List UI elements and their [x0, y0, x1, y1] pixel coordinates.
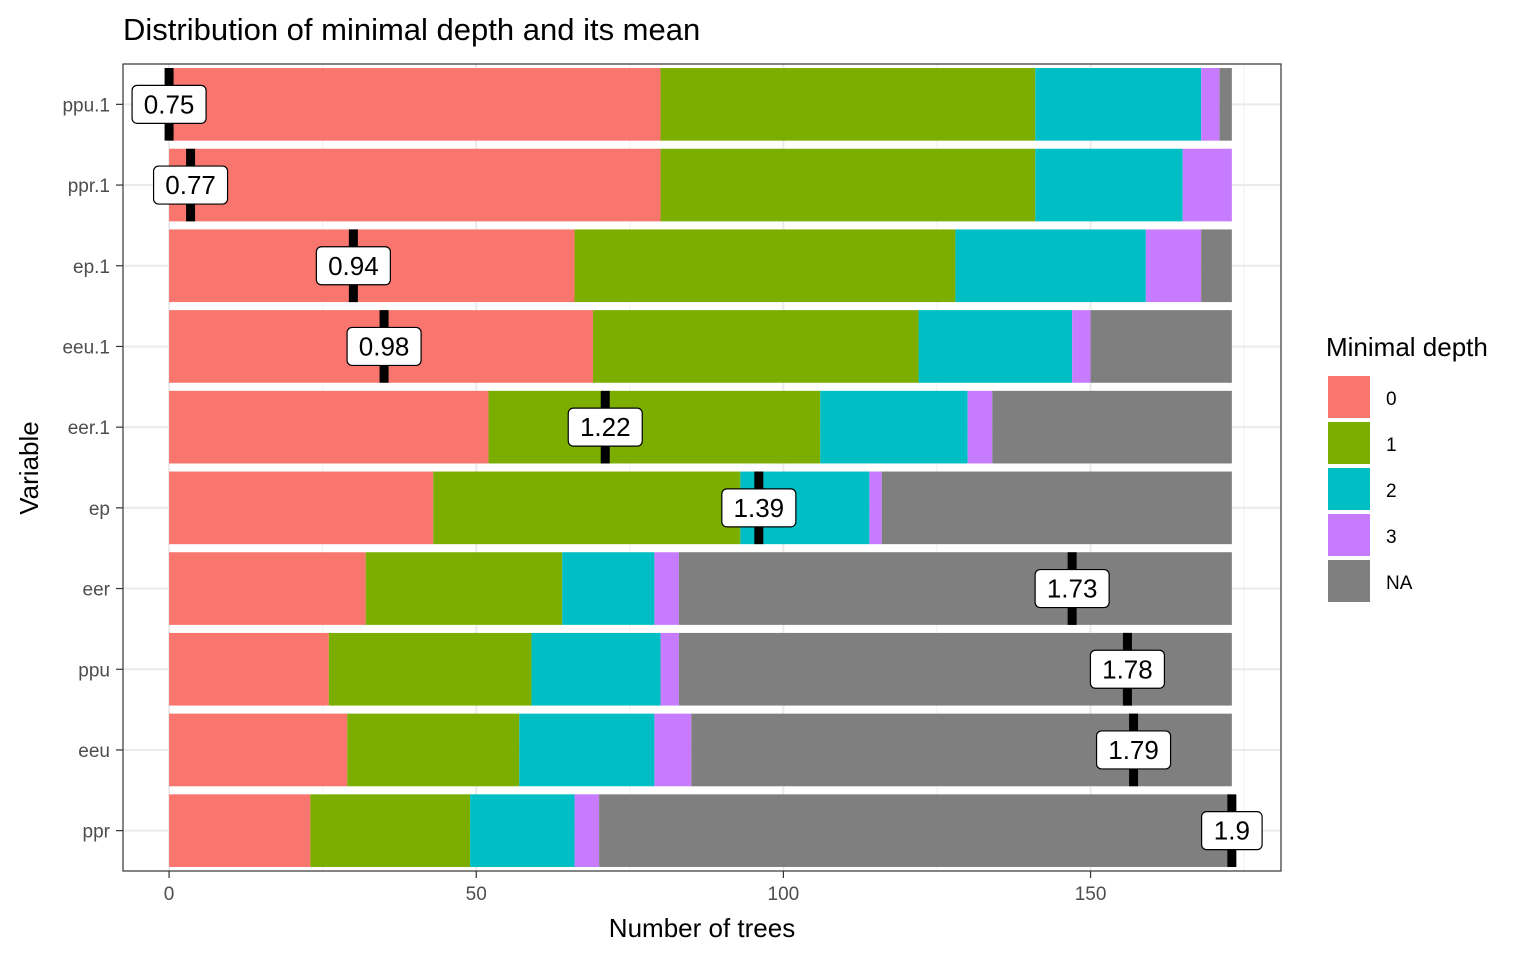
bar-segment-eer-1-depth-2 [820, 390, 968, 464]
mean-label-box [721, 488, 797, 528]
mean-label-box [346, 326, 422, 367]
bar-segment-ep-depth-1 [433, 471, 741, 545]
bar-segment-ep-depth-na [881, 471, 1232, 545]
bar-segment-eer-depth-1 [365, 552, 563, 625]
legend-key [1328, 560, 1370, 602]
bars-layer [169, 68, 1232, 867]
legend-title: Minimal depth [1326, 332, 1488, 362]
bar-segment-eeu-depth-3 [654, 713, 692, 787]
legend-key [1328, 468, 1370, 510]
legend-label: 1 [1386, 435, 1397, 456]
bar-segment-ep-1-depth-2 [955, 229, 1146, 303]
bar-segment-eer-1-depth-0 [169, 390, 489, 464]
legend: Minimal depth 0 1 2 3 NA [1326, 332, 1488, 602]
bar-segment-eeu-1-depth-2 [918, 310, 1073, 383]
bar-segment-ppr-1-depth-3 [1182, 148, 1232, 222]
panel-border [122, 63, 1282, 872]
y-tick-label: eeu [78, 741, 110, 762]
y-tick-label: ppr [83, 822, 111, 843]
mean-label: 1.9 [1214, 816, 1250, 846]
legend-label: 0 [1386, 389, 1397, 410]
mean-label: 1.79 [1108, 735, 1159, 765]
bar-segment-eer-1-depth-1 [488, 390, 821, 464]
legend-label: 2 [1386, 481, 1397, 502]
bar-segment-eeu-1-depth-3 [1072, 310, 1091, 383]
x-tick-label: 50 [466, 884, 487, 905]
mean-label: 1.22 [580, 412, 631, 442]
legend-key [1328, 514, 1370, 556]
legend-key [1328, 376, 1370, 418]
mean-label: 0.77 [165, 170, 216, 200]
legend-label: NA [1386, 573, 1413, 594]
bar-segment-eer-depth-2 [562, 552, 655, 625]
bar-segment-eeu-depth-1 [347, 713, 520, 787]
axes-layer: 0 50 100 150 ppu.1 ppr.1 ep.1 eeu.1 eer.1 ep eer pp… [62, 95, 1106, 905]
bar-segment-eeu-1-depth-na [1090, 310, 1232, 383]
mean-label-box [315, 246, 391, 286]
bar-segment-ppu-depth-2 [531, 632, 661, 706]
bar-segment-ep-1-depth-3 [1145, 229, 1202, 303]
y-tick-label: ep.1 [73, 257, 110, 278]
mean-markers-layer: 0.75 0.77 0.94 0.98 1.22 1.39 1.73 1.78 1.79 1.9 [131, 68, 1263, 867]
bar-segment-ppu-depth-0 [169, 632, 329, 706]
mean-label: 1.39 [734, 493, 785, 523]
bar-segment-ppu-depth-3 [660, 632, 679, 706]
bar-segment-ppu-1-depth-na [1219, 68, 1232, 141]
bar-segment-eer-1-depth-na [992, 390, 1232, 464]
mean-label-box [131, 84, 207, 124]
y-tick-label: ppr.1 [68, 176, 110, 197]
y-axis-title: Variable [14, 421, 44, 514]
bar-segment-ppr-depth-2 [470, 794, 575, 867]
x-tick-label: 0 [164, 884, 175, 905]
bar-segment-ppu-depth-1 [328, 632, 532, 706]
bar-segment-eeu-depth-2 [519, 713, 655, 787]
bar-segment-eer-1-depth-3 [967, 390, 993, 464]
legend-key [1328, 422, 1370, 464]
bar-segment-ep-depth-0 [169, 471, 434, 545]
bar-segment-eeu-depth-0 [169, 713, 348, 787]
mean-label: 0.75 [144, 89, 195, 119]
mean-label-box [1034, 568, 1110, 609]
chart-title: Distribution of minimal depth and its me… [123, 12, 700, 47]
mean-label-box [1089, 649, 1166, 689]
bar-segment-ppr-depth-3 [574, 794, 600, 867]
y-tick-label: ep [89, 499, 110, 520]
bar-segment-ppr-1-depth-0 [169, 148, 661, 222]
y-tick-label: eer [83, 580, 111, 601]
bar-segment-ppr-depth-0 [169, 794, 311, 867]
mean-label-box [567, 407, 643, 447]
bar-segment-ppu-1-depth-1 [660, 68, 1036, 141]
mean-label: 0.94 [328, 251, 379, 281]
x-axis-title: Number of trees [609, 913, 795, 943]
mean-label: 1.73 [1047, 574, 1098, 604]
bar-segment-ppr-depth-na [599, 794, 1232, 867]
mean-label-box [1201, 811, 1263, 851]
y-tick-label: eer.1 [68, 418, 110, 439]
bar-segment-eer-depth-3 [654, 552, 679, 625]
y-tick-label: ppu [78, 660, 110, 681]
y-tick-label: eeu.1 [62, 337, 110, 358]
mean-label-box [1095, 730, 1172, 770]
bar-segment-ep-1-depth-1 [574, 229, 956, 303]
bar-segment-eeu-1-depth-1 [592, 310, 919, 383]
y-tick-label: ppu.1 [62, 95, 110, 116]
bar-segment-ppu-1-depth-3 [1201, 68, 1220, 141]
mean-label: 0.98 [359, 331, 410, 361]
bar-segment-eer-depth-0 [169, 552, 366, 625]
mean-label-box [152, 165, 229, 205]
bar-segment-ep-depth-3 [869, 471, 882, 545]
legend-label: 3 [1386, 527, 1397, 548]
x-tick-label: 150 [1075, 884, 1107, 905]
bar-segment-eer-depth-na [678, 552, 1232, 625]
bar-segment-ppu-1-depth-0 [169, 68, 661, 141]
mean-label: 1.78 [1102, 654, 1153, 684]
bar-segment-ppr-depth-1 [310, 794, 471, 867]
bar-segment-ep-1-depth-na [1201, 229, 1232, 303]
x-tick-label: 100 [768, 884, 800, 905]
bar-segment-ppr-1-depth-1 [660, 148, 1036, 222]
bar-segment-ppr-1-depth-2 [1035, 148, 1183, 222]
bar-segment-ppu-1-depth-2 [1035, 68, 1202, 141]
